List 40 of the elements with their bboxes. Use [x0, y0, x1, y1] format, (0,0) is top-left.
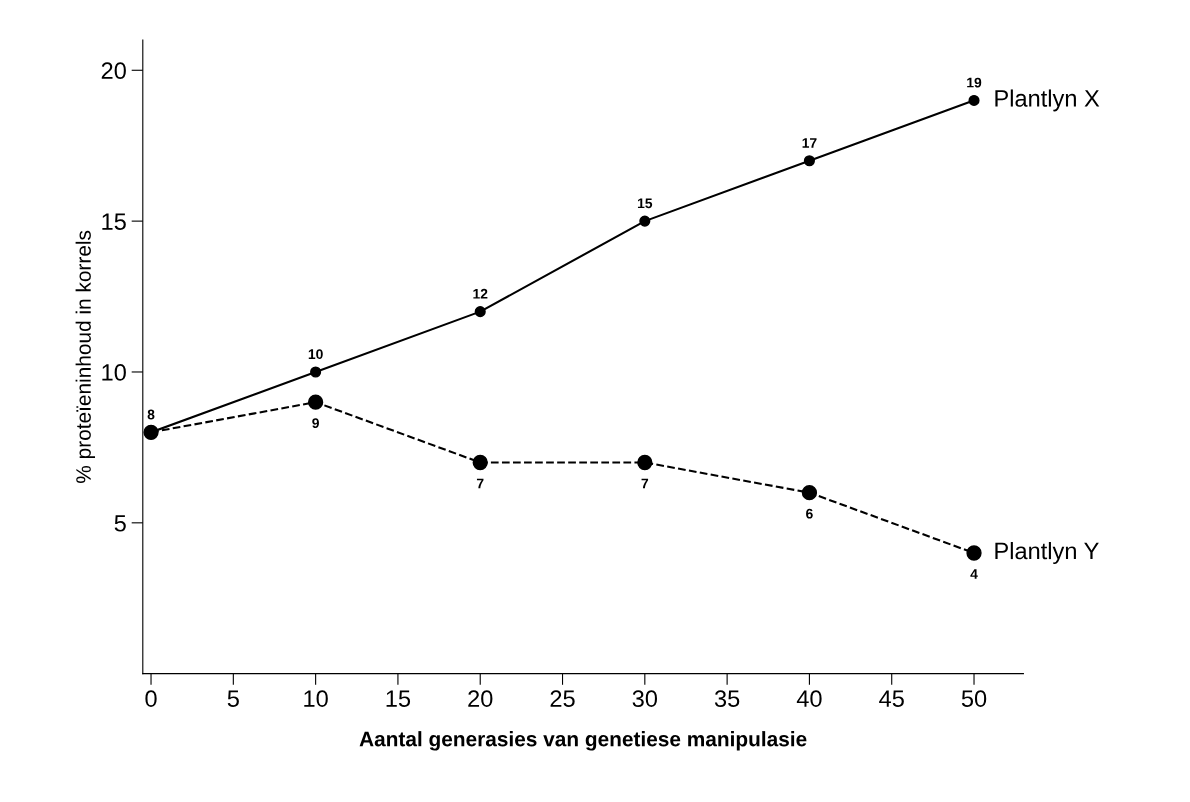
x-tick-label: 0 [145, 690, 157, 707]
y-tick-label: 5 [114, 515, 126, 532]
series-label: Plantlyn Y [995, 541, 1099, 564]
x-tick-label: 35 [714, 690, 740, 707]
x-tick-label: 50 [961, 690, 987, 707]
data-label: 6 [806, 508, 813, 519]
point [966, 545, 982, 561]
y-tick-label: 15 [102, 213, 126, 230]
x-tick-label: 40 [796, 690, 822, 707]
x-tick-label: 30 [632, 690, 658, 707]
data-label: 12 [473, 288, 488, 299]
data-label: 9 [312, 418, 319, 429]
point [474, 306, 486, 318]
data-label: 10 [308, 349, 323, 360]
series-label: Plantlyn X [995, 89, 1100, 112]
x-tick-label: 20 [468, 690, 493, 707]
x-tick-label: 5 [227, 690, 239, 707]
point [803, 155, 815, 167]
y-tick-label: 20 [101, 62, 126, 80]
x-tick-label: 25 [550, 690, 575, 707]
point [472, 454, 488, 471]
point [637, 454, 653, 471]
point [310, 366, 322, 378]
data-label: 19 [967, 77, 982, 88]
data-label: 7 [641, 478, 649, 489]
data-label: 4 [970, 569, 978, 579]
x-axis-title: Aantal generasies van genetiese manipulasie [359, 731, 807, 751]
y-tick-label: 10 [102, 364, 126, 381]
data-label: 7 [476, 478, 484, 489]
data-label: 15 [637, 198, 653, 209]
point [968, 94, 980, 106]
x-tick-label: 45 [879, 690, 904, 707]
point [801, 485, 818, 501]
data-label: 17 [802, 138, 817, 148]
x-tick-label: 10 [304, 690, 328, 707]
x-tick-label: 15 [386, 690, 411, 707]
point [639, 215, 651, 227]
data-label: 8 [147, 409, 155, 420]
point [307, 394, 324, 410]
y-axis-title: % proteïeninhoud in korrels [75, 230, 96, 483]
